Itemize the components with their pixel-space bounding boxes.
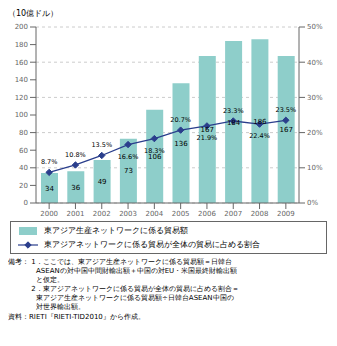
svg-text:2007: 2007 bbox=[224, 210, 242, 218]
svg-text:21.9%: 21.9% bbox=[197, 134, 218, 142]
html-text:備考： 1．ここでは、東アジア生産ネットワークに係る貿易額＝: 備考： 1．ここでは、東アジア生産ネットワークに係る貿易額＝日韓台 ASEANの… bbox=[8, 258, 239, 312]
svg-text:200: 200 bbox=[15, 23, 28, 31]
html-text:東アジア生産ネットワークに係る貿易額: 東アジア生産ネットワークに係る貿易額 bbox=[44, 226, 188, 235]
svg-text:10%: 10% bbox=[307, 164, 323, 172]
svg-text:34: 34 bbox=[45, 185, 54, 193]
svg-text:2004: 2004 bbox=[145, 210, 163, 218]
svg-text:2006: 2006 bbox=[198, 210, 216, 218]
svg-text:186: 186 bbox=[253, 118, 267, 126]
svg-text:120: 120 bbox=[15, 94, 28, 102]
svg-text:20%: 20% bbox=[307, 129, 323, 137]
svg-text:0: 0 bbox=[24, 199, 28, 207]
svg-text:2002: 2002 bbox=[93, 210, 111, 218]
svg-text:40%: 40% bbox=[307, 59, 323, 67]
svg-text:10.8%: 10.8% bbox=[65, 151, 86, 159]
svg-text:2000: 2000 bbox=[40, 210, 58, 218]
svg-text:160: 160 bbox=[15, 59, 28, 67]
svg-text:60: 60 bbox=[19, 147, 28, 155]
svg-text:16.6%: 16.6% bbox=[118, 153, 139, 161]
svg-text:36: 36 bbox=[71, 184, 80, 192]
svg-text:136: 136 bbox=[174, 140, 188, 148]
svg-text:23.5%: 23.5% bbox=[276, 106, 297, 114]
svg-text:167: 167 bbox=[280, 126, 293, 134]
svg-text:20: 20 bbox=[19, 182, 28, 190]
svg-text:2008: 2008 bbox=[251, 210, 269, 218]
svg-text:49: 49 bbox=[98, 178, 107, 186]
svg-text:80: 80 bbox=[19, 129, 28, 137]
svg-text:167: 167 bbox=[201, 126, 214, 134]
svg-text:2009: 2009 bbox=[277, 210, 295, 218]
svg-text:180: 180 bbox=[15, 41, 28, 49]
svg-text:0%: 0% bbox=[307, 199, 318, 207]
svg-text:50%: 50% bbox=[307, 23, 323, 31]
svg-text:30%: 30% bbox=[307, 94, 323, 102]
svg-text:73: 73 bbox=[124, 167, 133, 175]
svg-text:8.7%: 8.7% bbox=[41, 158, 58, 166]
svg-text:20.7%: 20.7% bbox=[170, 116, 191, 124]
svg-text:140: 140 bbox=[15, 76, 28, 84]
svg-text:18.3%: 18.3% bbox=[144, 147, 165, 155]
html-text:東アジアネットワークに係る貿易が全体の貿易に占める割合: 東アジアネットワークに係る貿易が全体の貿易に占める割合 bbox=[44, 240, 260, 249]
svg-text:2001: 2001 bbox=[67, 210, 85, 218]
svg-text:106: 106 bbox=[148, 152, 162, 161]
svg-text:13.5%: 13.5% bbox=[91, 141, 112, 149]
svg-text:22.4%: 22.4% bbox=[249, 132, 270, 140]
html-text:資料：RIETI『RIETI-TID2010』から作成。: 資料：RIETI『RIETI-TID2010』から作成。 bbox=[8, 312, 145, 321]
svg-text:2003: 2003 bbox=[119, 210, 137, 218]
svg-text:23.3%: 23.3% bbox=[223, 107, 244, 115]
svg-text:2005: 2005 bbox=[172, 210, 190, 218]
svg-text:100: 100 bbox=[15, 111, 28, 119]
html-text:（10億ドル）: （10億ドル） bbox=[8, 9, 59, 18]
svg-text:40: 40 bbox=[19, 164, 28, 172]
svg-text:184: 184 bbox=[227, 119, 241, 127]
